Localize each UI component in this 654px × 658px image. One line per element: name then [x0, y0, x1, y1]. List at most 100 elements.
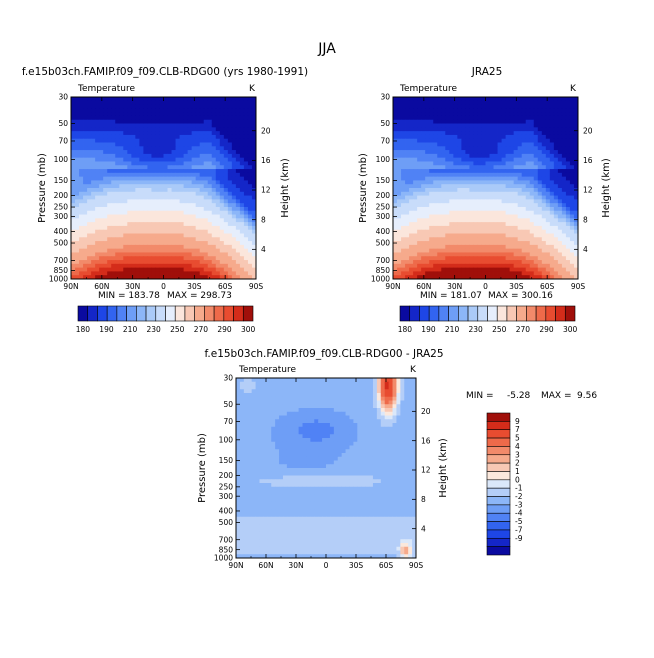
panel-model-cell — [212, 199, 216, 203]
panel-diff-cell — [369, 404, 373, 408]
panel-obs-cell — [546, 234, 550, 238]
panel-obs-cell — [566, 241, 570, 245]
panel-obs-cell — [530, 120, 534, 124]
panel-obs-cell — [554, 264, 558, 268]
panel-obs-cell — [486, 165, 490, 169]
panel-model-cell — [135, 249, 139, 253]
panel-obs-cell — [413, 177, 417, 181]
panel-obs-cell — [554, 135, 558, 139]
panel-obs-cell — [542, 97, 546, 101]
panel-obs-cell — [401, 131, 405, 135]
panel-obs-cell — [538, 196, 542, 200]
panel-obs-cell — [421, 199, 425, 203]
panel-model-cell — [123, 271, 127, 275]
panel-obs-cell — [562, 268, 566, 272]
panel-model-cell — [184, 120, 188, 124]
panel-obs-cell — [510, 139, 514, 143]
panel-model-cell — [212, 108, 216, 112]
panel-obs-cell — [417, 268, 421, 272]
panel-diff-cell — [303, 404, 307, 408]
panel-model-cell — [228, 192, 232, 196]
y-tick-label: 30 — [380, 93, 390, 102]
panel-model-cell — [236, 169, 240, 173]
panel-obs-cell — [526, 260, 530, 264]
panel-diff-cell — [236, 397, 240, 401]
panel-obs-cell — [441, 271, 445, 275]
panel-obs-cell — [490, 222, 494, 226]
panel-model-cell — [95, 105, 99, 109]
panel-diff-cell — [306, 393, 310, 397]
panel-model-cell — [204, 203, 208, 207]
panel-obs-cell — [469, 97, 473, 101]
panel-obs-cell — [542, 268, 546, 272]
panel-model-cell — [159, 199, 163, 203]
panel-obs-cell — [542, 199, 546, 203]
panel-obs-cell — [486, 177, 490, 181]
panel-diff-cell — [338, 389, 342, 393]
panel-obs-cell — [481, 241, 485, 245]
panel-model-cell — [204, 131, 208, 135]
panel-obs-cell — [481, 101, 485, 105]
panel-model-cell — [119, 143, 123, 147]
panel-model-cell — [248, 234, 252, 238]
panel-obs-cell — [506, 215, 510, 219]
panel-obs-cell — [473, 173, 477, 177]
panel-model-cell — [87, 264, 91, 268]
panel-obs-cell — [486, 203, 490, 207]
panel-model-cell — [184, 135, 188, 139]
panel-obs-cell — [542, 154, 546, 158]
panel-model-cell — [224, 131, 228, 135]
panel-obs-cell — [538, 234, 542, 238]
panel-model-cell — [216, 245, 220, 249]
panel-obs-cell — [405, 116, 409, 120]
panel-model-cell — [212, 135, 216, 139]
panel-model-cell — [111, 268, 115, 272]
panel-diff-cell — [256, 382, 260, 386]
panel-model-cell — [139, 260, 143, 264]
panel-obs-cell — [546, 245, 550, 249]
labelbar-label: 300 — [241, 325, 256, 334]
panel-obs-variable-label: Temperature — [399, 84, 457, 94]
panel-model-cell — [200, 203, 204, 207]
panel-model-cell — [87, 180, 91, 184]
panel-model-cell — [216, 97, 220, 101]
panel-model-cell — [95, 158, 99, 162]
panel-model-cell — [200, 173, 204, 177]
panel-model-cell — [224, 158, 228, 162]
panel-model-cell — [155, 207, 159, 211]
panel-model-cell — [135, 230, 139, 234]
panel-model-cell — [220, 120, 224, 124]
panel-obs-cell — [558, 154, 562, 158]
panel-model-cell — [147, 256, 151, 260]
panel-model-cell — [119, 131, 123, 135]
panel-model-cell — [99, 230, 103, 234]
panel-model-cell — [168, 256, 172, 260]
panel-obs-cell — [449, 120, 453, 124]
panel-model-cell — [79, 188, 83, 192]
panel-diff-cell — [299, 382, 303, 386]
panel-diff-cell — [240, 386, 244, 390]
panel-obs-cell — [453, 143, 457, 147]
panel-obs-cell — [425, 271, 429, 275]
panel-obs-cell — [518, 222, 522, 226]
labelbar-label: 250 — [170, 325, 185, 334]
panel-diff-cell — [252, 401, 256, 405]
panel-obs-cell — [413, 150, 417, 154]
panel-diff-cell — [252, 378, 256, 382]
panel-diff-cell — [400, 389, 404, 393]
panel-obs-cell — [522, 264, 526, 268]
panel-model-cell — [232, 222, 236, 226]
panel-obs-cell — [506, 237, 510, 241]
panel-model-cell — [107, 241, 111, 245]
y-tick-label: 1000 — [371, 275, 390, 284]
panel-model-cell — [95, 237, 99, 241]
panel-obs-cell — [393, 237, 397, 241]
panel-obs-cell — [558, 211, 562, 215]
panel-obs-cell — [526, 146, 530, 150]
panel-obs-cell — [546, 260, 550, 264]
panel-obs-cell — [445, 226, 449, 230]
panel-model-cell — [103, 161, 107, 165]
panel-obs-cell — [409, 173, 413, 177]
panel-obs-cell — [558, 215, 562, 219]
panel-model-cell — [75, 161, 79, 165]
